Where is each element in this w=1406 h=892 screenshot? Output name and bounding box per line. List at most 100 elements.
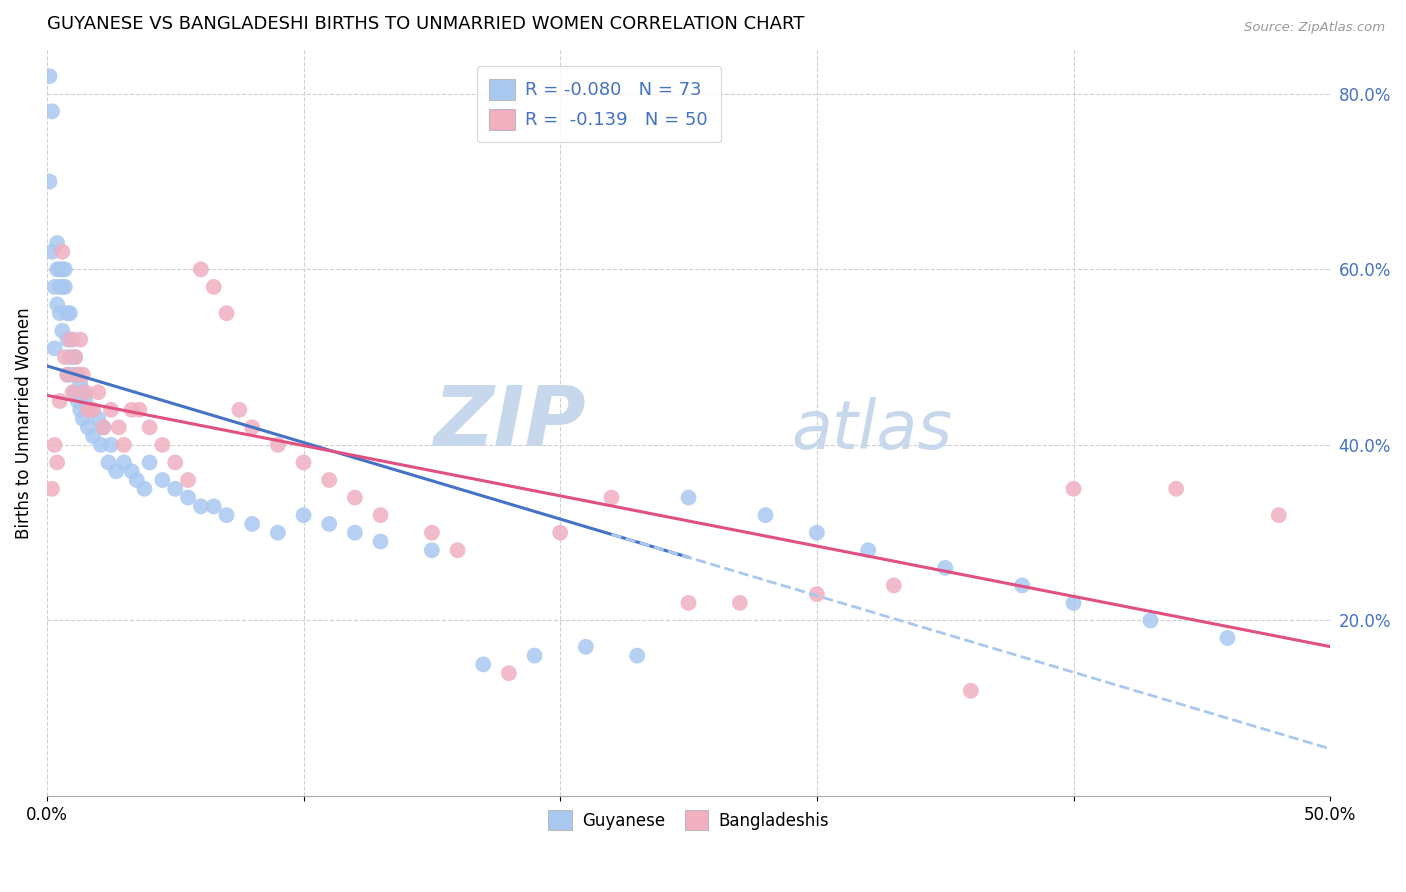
- Point: [446, 543, 468, 558]
- Point: [87, 411, 110, 425]
- Point: [48, 280, 70, 294]
- Point: [370, 534, 392, 549]
- Point: [48, 262, 70, 277]
- Point: [806, 525, 828, 540]
- Point: [177, 491, 200, 505]
- Point: [134, 482, 156, 496]
- Point: [66, 394, 89, 409]
- Point: [856, 543, 879, 558]
- Point: [56, 306, 79, 320]
- Point: [41, 244, 63, 259]
- Point: [46, 235, 69, 250]
- Point: [1063, 596, 1085, 610]
- Point: [44, 342, 66, 356]
- Point: [100, 402, 122, 417]
- Point: [97, 455, 120, 469]
- Point: [38, 69, 60, 83]
- Point: [548, 525, 571, 540]
- Point: [44, 280, 66, 294]
- Point: [267, 525, 290, 540]
- Point: [420, 525, 443, 540]
- Point: [190, 262, 212, 277]
- Point: [960, 683, 983, 698]
- Point: [69, 376, 91, 391]
- Point: [1063, 482, 1085, 496]
- Point: [72, 385, 94, 400]
- Point: [1166, 482, 1188, 496]
- Point: [1216, 631, 1239, 645]
- Point: [46, 455, 69, 469]
- Point: [121, 402, 143, 417]
- Point: [292, 508, 315, 523]
- Point: [138, 420, 160, 434]
- Point: [240, 516, 263, 531]
- Point: [75, 394, 97, 409]
- Point: [150, 438, 173, 452]
- Point: [59, 333, 82, 347]
- Point: [626, 648, 648, 663]
- Point: [79, 402, 101, 417]
- Point: [190, 500, 212, 514]
- Point: [62, 368, 84, 382]
- Y-axis label: Births to Unmarried Women: Births to Unmarried Women: [15, 307, 32, 539]
- Point: [318, 473, 340, 487]
- Point: [63, 350, 86, 364]
- Point: [53, 280, 76, 294]
- Point: [138, 455, 160, 469]
- Point: [370, 508, 392, 523]
- Point: [66, 368, 89, 382]
- Point: [575, 640, 598, 654]
- Point: [77, 420, 100, 434]
- Point: [202, 500, 225, 514]
- Point: [41, 482, 63, 496]
- Point: [82, 429, 104, 443]
- Point: [62, 385, 84, 400]
- Point: [678, 596, 700, 610]
- Point: [69, 402, 91, 417]
- Point: [93, 420, 115, 434]
- Point: [51, 280, 73, 294]
- Point: [215, 508, 238, 523]
- Point: [1139, 614, 1161, 628]
- Point: [87, 385, 110, 400]
- Point: [107, 420, 129, 434]
- Point: [343, 491, 366, 505]
- Point: [125, 473, 148, 487]
- Point: [150, 473, 173, 487]
- Point: [72, 411, 94, 425]
- Point: [48, 306, 70, 320]
- Point: [498, 666, 520, 681]
- Point: [90, 438, 112, 452]
- Point: [51, 244, 73, 259]
- Point: [77, 402, 100, 417]
- Point: [63, 385, 86, 400]
- Point: [678, 491, 700, 505]
- Point: [51, 262, 73, 277]
- Text: GUYANESE VS BANGLADESHI BIRTHS TO UNMARRIED WOMEN CORRELATION CHART: GUYANESE VS BANGLADESHI BIRTHS TO UNMARR…: [46, 15, 804, 33]
- Point: [165, 455, 187, 469]
- Point: [420, 543, 443, 558]
- Point: [215, 306, 238, 320]
- Point: [56, 368, 79, 382]
- Point: [121, 464, 143, 478]
- Point: [63, 350, 86, 364]
- Point: [806, 587, 828, 601]
- Point: [46, 297, 69, 311]
- Point: [112, 438, 135, 452]
- Point: [66, 368, 89, 382]
- Point: [53, 262, 76, 277]
- Point: [62, 333, 84, 347]
- Point: [883, 578, 905, 592]
- Point: [105, 464, 128, 478]
- Point: [59, 350, 82, 364]
- Point: [51, 324, 73, 338]
- Point: [82, 402, 104, 417]
- Point: [93, 420, 115, 434]
- Text: Source: ZipAtlas.com: Source: ZipAtlas.com: [1244, 21, 1385, 34]
- Point: [1268, 508, 1291, 523]
- Point: [1011, 578, 1033, 592]
- Point: [292, 455, 315, 469]
- Point: [69, 333, 91, 347]
- Point: [56, 333, 79, 347]
- Point: [318, 516, 340, 531]
